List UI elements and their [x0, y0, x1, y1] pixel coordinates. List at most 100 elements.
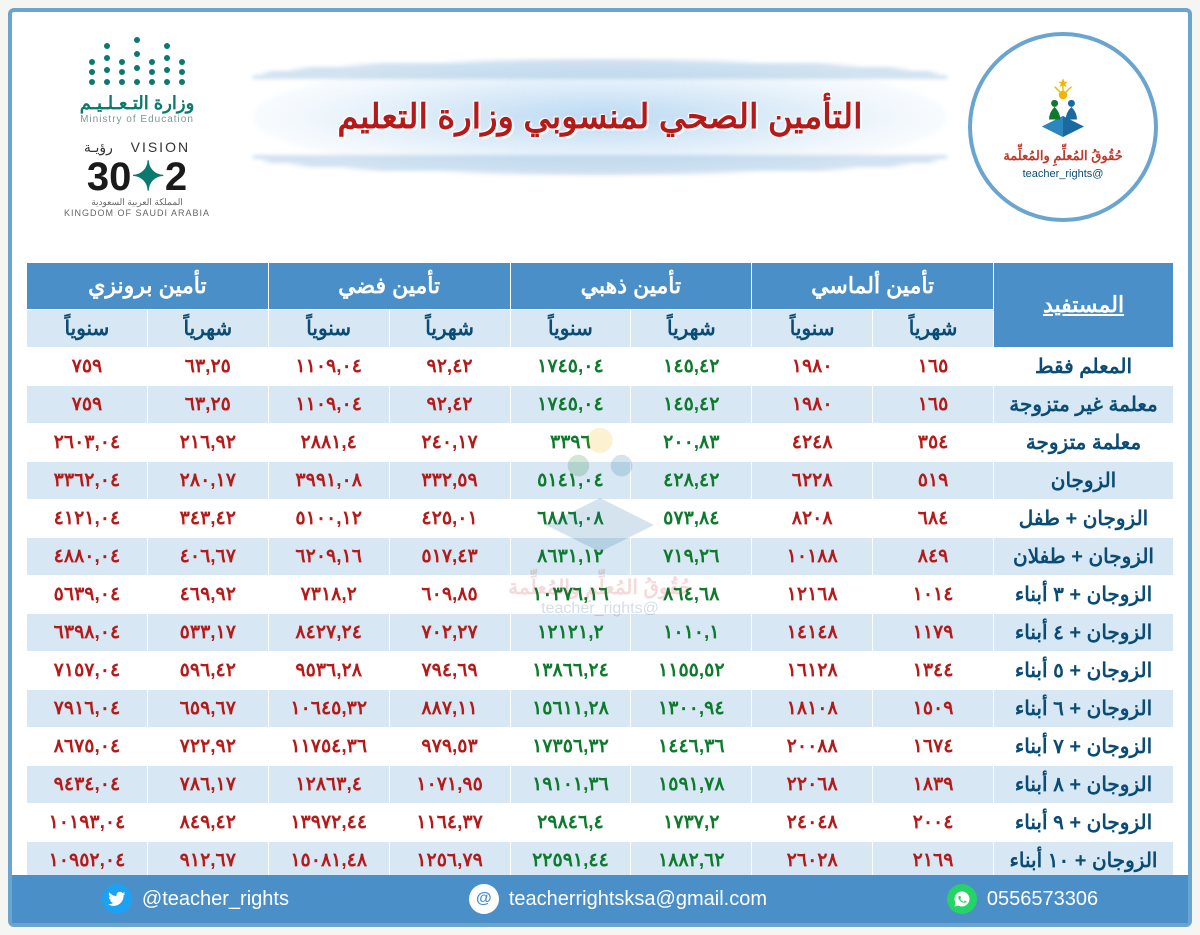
cell-value: ٢٨٠,١٧ — [147, 462, 268, 500]
cell-value: ٢٢٥٩١,٤٤ — [510, 842, 631, 880]
category-header: المستفيد — [994, 263, 1174, 348]
table-container: المستفيد تأمين ألماسي تأمين ذهبي تأمين ف… — [12, 262, 1188, 880]
cell-value: ١٨١٠٨ — [752, 690, 873, 728]
subhead-monthly: شهرياً — [147, 310, 268, 348]
footer-email-text: teacherrightsksa@gmail.com — [509, 888, 767, 911]
row-category: الزوجان + ٣ أبناء — [994, 576, 1174, 614]
cell-value: ٨٢٠٨ — [752, 500, 873, 538]
cell-value: ١٣٨٦٦,٢٤ — [510, 652, 631, 690]
cell-value: ٧٩٤,٦٩ — [389, 652, 510, 690]
cell-value: ٧١٩,٢٦ — [631, 538, 752, 576]
table-row: الزوجان + ٩ أبناء٢٠٠٤٢٤٠٤٨١٧٣٧,٢٢٩٨٤٦,٤١… — [27, 804, 1174, 842]
cell-value: ١٧٤٥,٠٤ — [510, 348, 631, 386]
cell-value: ٤٢٥,٠١ — [389, 500, 510, 538]
cell-value: ١٧٣٥٦,٣٢ — [510, 728, 631, 766]
cell-value: ٢٦٠٢٨ — [752, 842, 873, 880]
row-category: الزوجان + ٧ أبناء — [994, 728, 1174, 766]
cell-value: ١١٧٩ — [873, 614, 994, 652]
cell-value: ٦٨٨٦,٠٨ — [510, 500, 631, 538]
cell-value: ١٢٥٦,٧٩ — [389, 842, 510, 880]
footer-twitter-text: @teacher_rights — [142, 888, 289, 911]
cell-value: ٢١٦٩ — [873, 842, 994, 880]
org-logo-handle: @teacher_rights — [1023, 168, 1104, 180]
table-row: الزوجان + ٣ أبناء١٠١٤١٢١٦٨٨٦٤,٦٨١٠٣٧٦,١٦… — [27, 576, 1174, 614]
cell-value: ١٠١٩٣,٠٤ — [27, 804, 148, 842]
table-row: الزوجان + طفلان٨٤٩١٠١٨٨٧١٩,٢٦٨٦٣١,١٢٥١٧,… — [27, 538, 1174, 576]
cell-value: ٨٦٣١,١٢ — [510, 538, 631, 576]
cell-value: ٩١٢,٦٧ — [147, 842, 268, 880]
cell-value: ٤٦٩,٩٢ — [147, 576, 268, 614]
cell-value: ١٦٥ — [873, 386, 994, 424]
cell-value: ١٠٧١,٩٥ — [389, 766, 510, 804]
cell-value: ١٦٥ — [873, 348, 994, 386]
cell-value: ٧٢٢,٩٢ — [147, 728, 268, 766]
tier-header: تأمين برونزي — [27, 263, 269, 310]
cell-value: ١١٠٩,٠٤ — [268, 348, 389, 386]
cell-value: ١٤٤٦,٣٦ — [631, 728, 752, 766]
row-category: المعلم فقط — [994, 348, 1174, 386]
cell-value: ٥٦٣٩,٠٤ — [27, 576, 148, 614]
cell-value: ٣٥٤ — [873, 424, 994, 462]
cell-value: ٢٠٠,٨٣ — [631, 424, 752, 462]
cell-value: ٧٠٢,٢٧ — [389, 614, 510, 652]
table-row: الزوجان + طفل٦٨٤٨٢٠٨٥٧٣,٨٤٦٨٨٦,٠٨٤٢٥,٠١٥… — [27, 500, 1174, 538]
table-row: الزوجان + ٥ أبناء١٣٤٤١٦١٢٨١١٥٥,٥٢١٣٨٦٦,٢… — [27, 652, 1174, 690]
cell-value: ٤٢٤٨ — [752, 424, 873, 462]
footer: @teacher_rights @ teacherrightsksa@gmail… — [12, 875, 1188, 923]
footer-whatsapp-text: 0556573306 — [987, 888, 1098, 911]
cell-value: ١٢٨٦٣,٤ — [268, 766, 389, 804]
row-category: معلمة غير متزوجة — [994, 386, 1174, 424]
cell-value: ٢٦٠٣,٠٤ — [27, 424, 148, 462]
cell-value: ١٥٠٩ — [873, 690, 994, 728]
cell-value: ٦٣,٢٥ — [147, 386, 268, 424]
table-row: الزوجان + ٧ أبناء١٦٧٤٢٠٠٨٨١٤٤٦,٣٦١٧٣٥٦,٣… — [27, 728, 1174, 766]
cell-value: ١٠٩٥٢,٠٤ — [27, 842, 148, 880]
tier-header-row: المستفيد تأمين ألماسي تأمين ذهبي تأمين ف… — [27, 263, 1174, 310]
page-title: التأمين الصحي لمنسوبي وزارة التعليم — [337, 97, 862, 137]
vision-ar: رؤيـة — [84, 141, 113, 156]
title-banner: التأمين الصحي لمنسوبي وزارة التعليم — [252, 62, 948, 172]
table-row: الزوجان + ٦ أبناء١٥٠٩١٨١٠٨١٣٠٠,٩٤١٥٦١١,٢… — [27, 690, 1174, 728]
cell-value: ١٩١٠١,٣٦ — [510, 766, 631, 804]
cell-value: ١٥٩١,٧٨ — [631, 766, 752, 804]
subhead-annual: سنوياً — [510, 310, 631, 348]
cell-value: ٤١٢١,٠٤ — [27, 500, 148, 538]
cell-value: ٦٣٩٨,٠٤ — [27, 614, 148, 652]
org-logo-title: حُقُوقُ المُعلِّمِ والمُعلِّمة — [1003, 148, 1122, 164]
tier-header: تأمين ألماسي — [752, 263, 994, 310]
tier-header: تأمين فضي — [268, 263, 510, 310]
footer-twitter: @teacher_rights — [102, 884, 289, 914]
cell-value: ٧٩١٦,٠٤ — [27, 690, 148, 728]
cell-value: ٢٠٠٤ — [873, 804, 994, 842]
vision-en: VISION — [131, 139, 190, 155]
whatsapp-icon — [947, 884, 977, 914]
cell-value: ١٤٥,٤٢ — [631, 348, 752, 386]
cell-value: ٦٣,٢٥ — [147, 348, 268, 386]
cell-value: ١٨٣٩ — [873, 766, 994, 804]
cell-value: ٢٤٠,١٧ — [389, 424, 510, 462]
cell-value: ١٥٦١١,٢٨ — [510, 690, 631, 728]
org-logo-icon — [1028, 74, 1098, 144]
cell-value: ٥٩٦,٤٢ — [147, 652, 268, 690]
cell-value: ٣٩٩١,٠٨ — [268, 462, 389, 500]
vision-logo: VISION رؤيـة 2✦30 المملكة العربية السعود… — [42, 139, 232, 218]
twitter-icon — [102, 884, 132, 914]
cell-value: ٦٠٩,٨٥ — [389, 576, 510, 614]
cell-value: ١٧٣٧,٢ — [631, 804, 752, 842]
cell-value: ١١٧٥٤,٣٦ — [268, 728, 389, 766]
cell-value: ٨٦٤,٦٨ — [631, 576, 752, 614]
cell-value: ٤٨٨٠,٠٤ — [27, 538, 148, 576]
table-row: الزوجان + ٤ أبناء١١٧٩١٤١٤٨١٠١٠,١١٢١٢١,٢٧… — [27, 614, 1174, 652]
cell-value: ١٤١٤٨ — [752, 614, 873, 652]
vision-sub-ar: المملكة العربية السعودية — [42, 197, 232, 208]
cell-value: ٨٤٢٧,٢٤ — [268, 614, 389, 652]
row-category: الزوجان + ٥ أبناء — [994, 652, 1174, 690]
vision-sub-en: KINGDOM OF SAUDI ARABIA — [42, 208, 232, 218]
insurance-table: المستفيد تأمين ألماسي تأمين ذهبي تأمين ف… — [26, 262, 1174, 880]
cell-value: ٣٣٢,٥٩ — [389, 462, 510, 500]
tier-header: تأمين ذهبي — [510, 263, 752, 310]
cell-value: ٥١٧,٤٣ — [389, 538, 510, 576]
cell-value: ١٢١٢١,٢ — [510, 614, 631, 652]
cell-value: ١١٦٤,٣٧ — [389, 804, 510, 842]
cell-value: ٣٣٩٦ — [510, 424, 631, 462]
